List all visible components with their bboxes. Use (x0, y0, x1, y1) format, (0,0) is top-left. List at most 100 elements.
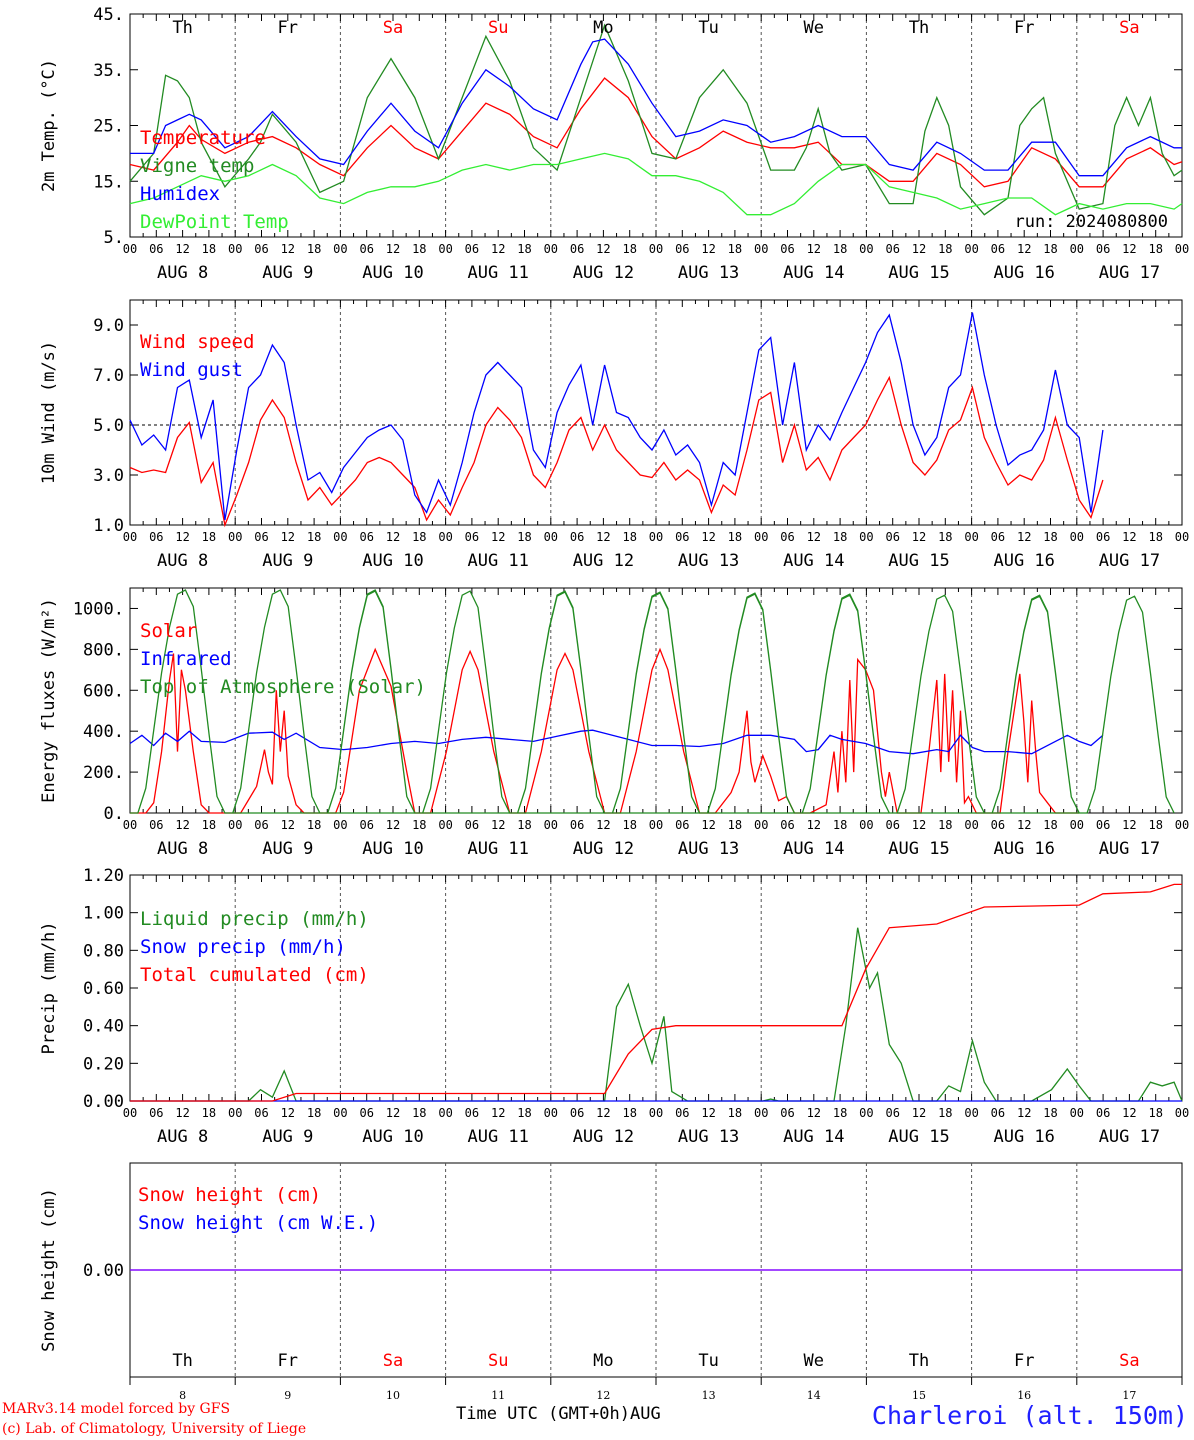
footer-month: AUG (630, 1404, 661, 1424)
hour-tick-label: 18 (1148, 242, 1162, 256)
date-label: AUG 17 (1099, 551, 1160, 571)
hour-tick-label: 12 (386, 818, 400, 832)
hour-tick-label: 00 (754, 1106, 768, 1120)
hour-tick-label: 18 (412, 242, 426, 256)
hour-tick-label: 06 (570, 530, 584, 544)
panel-frame (129, 587, 1183, 814)
hour-tick-label: 12 (807, 242, 821, 256)
hour-tick-label: 00 (649, 242, 663, 256)
y-tick-label: 9.0 (93, 316, 124, 336)
y-tick-label: 7.0 (93, 366, 124, 386)
series-line (129, 77, 1183, 188)
date-label: AUG 13 (678, 839, 739, 859)
hour-tick-label: 12 (701, 242, 715, 256)
hour-tick-label: 06 (885, 530, 899, 544)
hour-tick-label: 06 (780, 530, 794, 544)
hour-tick-label: 00 (1175, 818, 1189, 832)
hour-tick-label: 18 (412, 818, 426, 832)
legend-entry: DewPoint Temp (140, 211, 289, 233)
hour-tick-label: 12 (912, 1106, 926, 1120)
day-name: We (804, 1351, 824, 1371)
hour-tick-label: 12 (807, 530, 821, 544)
hour-tick-label: 12 (596, 818, 610, 832)
hour-tick-label: 12 (281, 1106, 295, 1120)
hour-tick-label: 00 (123, 530, 137, 544)
hour-tick-label: 12 (1122, 1106, 1136, 1120)
y-tick-label: 45. (93, 5, 124, 25)
day-number: 16 (1017, 1389, 1031, 1402)
date-label: AUG 12 (573, 263, 634, 283)
hour-tick-label: 00 (859, 818, 873, 832)
legend-entry: Wind gust (140, 359, 243, 381)
y-tick-label: 1.0 (93, 516, 124, 536)
date-label: AUG 9 (262, 551, 313, 571)
hour-tick-label: 06 (675, 1106, 689, 1120)
y-tick-label: 15. (93, 172, 124, 192)
date-label: AUG 12 (573, 839, 634, 859)
hour-tick-label: 12 (1017, 530, 1031, 544)
date-label: AUG 14 (783, 1127, 844, 1147)
hour-tick-label: 00 (333, 530, 347, 544)
hour-tick-label: 00 (964, 818, 978, 832)
hour-tick-label: 06 (149, 818, 163, 832)
hour-tick-label: 18 (1148, 1106, 1162, 1120)
y-tick-label: 0.60 (83, 979, 124, 999)
hour-tick-label: 00 (1070, 818, 1084, 832)
hour-tick-label: 18 (517, 818, 531, 832)
legend-entry: Solar (140, 620, 197, 642)
y-tick-label: 5. (104, 228, 124, 248)
hour-tick-label: 06 (254, 1106, 268, 1120)
legend-entry: Liquid precip (mm/h) (140, 908, 369, 930)
day-name: Fr (278, 18, 298, 38)
hour-tick-label: 00 (228, 530, 242, 544)
date-label: AUG 8 (157, 551, 208, 571)
hour-tick-label: 18 (202, 1106, 216, 1120)
hour-tick-label: 00 (228, 818, 242, 832)
series-line (130, 589, 1175, 814)
hour-tick-label: 12 (386, 1106, 400, 1120)
hour-tick-label: 00 (859, 530, 873, 544)
hour-tick-label: 12 (386, 242, 400, 256)
day-name: Sa (383, 1351, 403, 1371)
day-name: Th (172, 1351, 192, 1371)
date-label: AUG 15 (888, 263, 949, 283)
hour-tick-label: 00 (964, 1106, 978, 1120)
day-number: 11 (491, 1389, 505, 1402)
hour-tick-label: 00 (1175, 530, 1189, 544)
hour-tick-label: 00 (228, 242, 242, 256)
hour-tick-label: 18 (1148, 818, 1162, 832)
day-name: Tu (698, 18, 718, 38)
hour-tick-label: 12 (1122, 242, 1136, 256)
hour-tick-label: 12 (596, 530, 610, 544)
hour-tick-label: 12 (807, 1106, 821, 1120)
day-name: Th (909, 18, 929, 38)
hour-tick-label: 12 (1017, 818, 1031, 832)
hour-tick-label: 18 (938, 1106, 952, 1120)
hour-tick-label: 18 (202, 242, 216, 256)
y-axis-label: Precip (mm/h) (39, 921, 59, 1054)
hour-tick-label: 12 (701, 818, 715, 832)
date-label: AUG 16 (993, 551, 1054, 571)
hour-tick-label: 00 (228, 1106, 242, 1120)
hour-tick-label: 00 (859, 1106, 873, 1120)
hour-tick-label: 12 (491, 818, 505, 832)
hour-tick-label: 18 (1148, 530, 1162, 544)
hour-tick-label: 00 (333, 1106, 347, 1120)
hour-tick-label: 06 (675, 818, 689, 832)
hour-tick-label: 00 (333, 242, 347, 256)
copyright-line: (c) Lab. of Climatology, University of L… (2, 1421, 307, 1437)
hour-tick-label: 06 (1096, 818, 1110, 832)
hour-tick-label: 18 (307, 242, 321, 256)
hour-tick-label: 00 (438, 530, 452, 544)
y-axis-label: Energy fluxes (W/m²) (39, 598, 59, 803)
hour-tick-label: 06 (149, 242, 163, 256)
model-line: MARv3.14 model forced by GFS (2, 1401, 231, 1417)
hour-tick-label: 18 (1043, 530, 1057, 544)
day-number: 15 (912, 1389, 926, 1402)
hour-tick-label: 00 (123, 242, 137, 256)
hour-tick-label: 00 (544, 530, 558, 544)
series-line (129, 23, 1183, 216)
day-name: Sa (1119, 1351, 1139, 1371)
date-label: AUG 16 (993, 839, 1054, 859)
